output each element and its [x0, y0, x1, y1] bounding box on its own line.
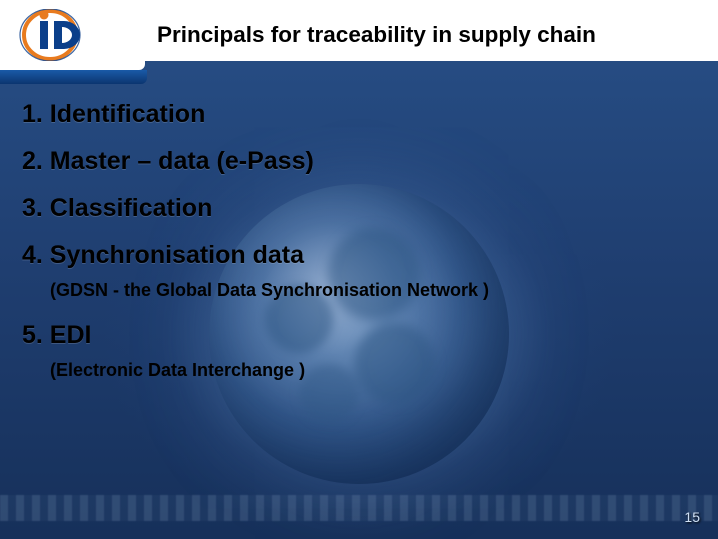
point-3: 3. Classification — [22, 194, 696, 223]
point-5: 5. EDI — [22, 321, 696, 350]
point-4-sub: (GDSN - the Global Data Synchronisation … — [50, 280, 696, 301]
binary-band-decoration — [0, 495, 718, 521]
point-2: 2. Master – data (e-Pass) — [22, 147, 696, 176]
header: Principals for traceability in supply ch… — [0, 0, 718, 70]
content-area: 1. Identification 2. Master – data (e-Pa… — [22, 100, 696, 401]
slide: Principals for traceability in supply ch… — [0, 0, 718, 539]
page-number: 15 — [684, 509, 700, 525]
point-1: 1. Identification — [22, 100, 696, 129]
slide-title: Principals for traceability in supply ch… — [145, 9, 718, 61]
logo-container — [0, 0, 145, 70]
id-logo-icon — [18, 9, 128, 61]
point-5-sub: (Electronic Data Interchange ) — [50, 360, 696, 381]
point-4: 4. Synchronisation data — [22, 241, 696, 270]
